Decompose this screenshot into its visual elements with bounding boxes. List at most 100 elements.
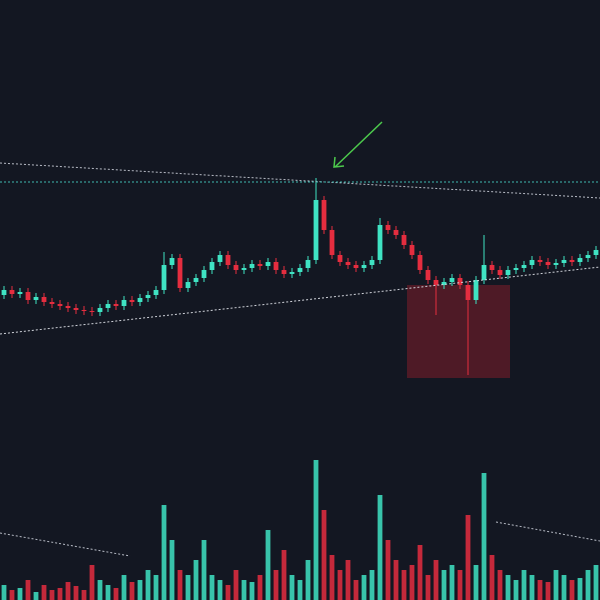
candle-body <box>401 235 407 245</box>
candle-body <box>577 258 583 262</box>
volume-bar <box>321 510 327 600</box>
candle-body <box>489 265 495 270</box>
volume-bar <box>17 588 23 600</box>
candle-body <box>145 295 151 298</box>
candle-body <box>97 308 103 312</box>
candle-body <box>217 255 223 262</box>
volume-bar <box>161 505 167 600</box>
volume-bar <box>425 575 431 600</box>
candle-body <box>89 311 95 312</box>
volume-trend-line <box>495 521 600 542</box>
volume-bar <box>569 580 575 600</box>
candle-body <box>481 265 487 280</box>
volume-bar <box>153 575 159 600</box>
volume-bar <box>545 582 551 600</box>
highlight-zone <box>407 285 510 378</box>
volume-bar <box>1 585 7 600</box>
candle-body <box>297 268 303 272</box>
volume-bar <box>313 460 319 600</box>
volume-bar <box>585 570 591 600</box>
candle-body <box>233 265 239 270</box>
candle-body <box>201 270 207 278</box>
volume-bar <box>513 580 519 600</box>
arrow <box>333 121 383 168</box>
volume-bar <box>473 565 479 600</box>
candle-body <box>561 260 567 263</box>
candle-body <box>497 270 503 275</box>
volume-bar <box>297 580 303 600</box>
candle-body <box>521 265 527 268</box>
candle-body <box>273 262 279 270</box>
candle-body <box>417 255 423 270</box>
volume-bar <box>369 570 375 600</box>
candle-body <box>313 200 319 260</box>
candle-body <box>49 302 55 304</box>
volume-bar <box>193 560 199 600</box>
candle-body <box>369 260 375 265</box>
candle-body <box>441 282 447 285</box>
volume-bar <box>249 582 255 600</box>
volume-bar <box>481 473 487 600</box>
candle-body <box>329 230 335 255</box>
candle-body <box>513 268 519 270</box>
candle-body <box>241 268 247 270</box>
volume-bar <box>593 565 599 600</box>
volume-bar <box>497 570 503 600</box>
volume-bar <box>33 592 39 600</box>
volume-bar <box>57 588 63 600</box>
volume-bar <box>257 575 263 600</box>
volume-bar <box>9 590 15 600</box>
volume-bar <box>233 570 239 600</box>
candle-body <box>393 230 399 235</box>
candle-body <box>113 304 119 306</box>
candle-body <box>545 262 551 265</box>
marks <box>1 178 599 600</box>
candle-body <box>57 304 63 306</box>
trend-line <box>0 162 600 199</box>
volume-bar <box>417 545 423 600</box>
candle-body <box>593 250 599 255</box>
volume-bar <box>577 578 583 600</box>
volume-bar <box>169 540 175 600</box>
volume-bar <box>121 575 127 600</box>
volume-bar <box>505 575 511 600</box>
volume-bar <box>553 570 559 600</box>
volume-bar <box>281 550 287 600</box>
candle-body <box>105 304 111 308</box>
volume-bar <box>89 565 95 600</box>
candle-body <box>193 278 199 282</box>
candle-body <box>33 297 39 300</box>
candle-body <box>385 225 391 230</box>
candle-body <box>553 263 559 265</box>
volume-bar <box>41 585 47 600</box>
candle-body <box>9 290 15 294</box>
volume-bar <box>385 540 391 600</box>
candle-body <box>377 225 383 260</box>
candle-body <box>473 280 479 300</box>
trend-line <box>0 266 600 335</box>
volume-bar <box>441 570 447 600</box>
volume-bar <box>129 582 135 600</box>
volume-bar <box>185 575 191 600</box>
volume-bar <box>81 590 87 600</box>
volume-bar <box>409 565 415 600</box>
volume-bar <box>73 586 79 600</box>
volume-bar <box>273 570 279 600</box>
volume-bar <box>457 570 463 600</box>
volume-bar <box>217 580 223 600</box>
volume-bar <box>137 580 143 600</box>
volume-bar <box>49 590 55 600</box>
volume-bar <box>433 560 439 600</box>
candle-body <box>257 264 263 266</box>
candle-body <box>465 285 471 300</box>
candle-body <box>225 255 231 265</box>
candle-body <box>449 278 455 282</box>
candle-body <box>161 265 167 290</box>
volume-bar <box>113 588 119 600</box>
candle-body <box>425 270 431 280</box>
candle-body <box>569 260 575 262</box>
candle-body <box>17 292 23 294</box>
candle-body <box>177 258 183 288</box>
